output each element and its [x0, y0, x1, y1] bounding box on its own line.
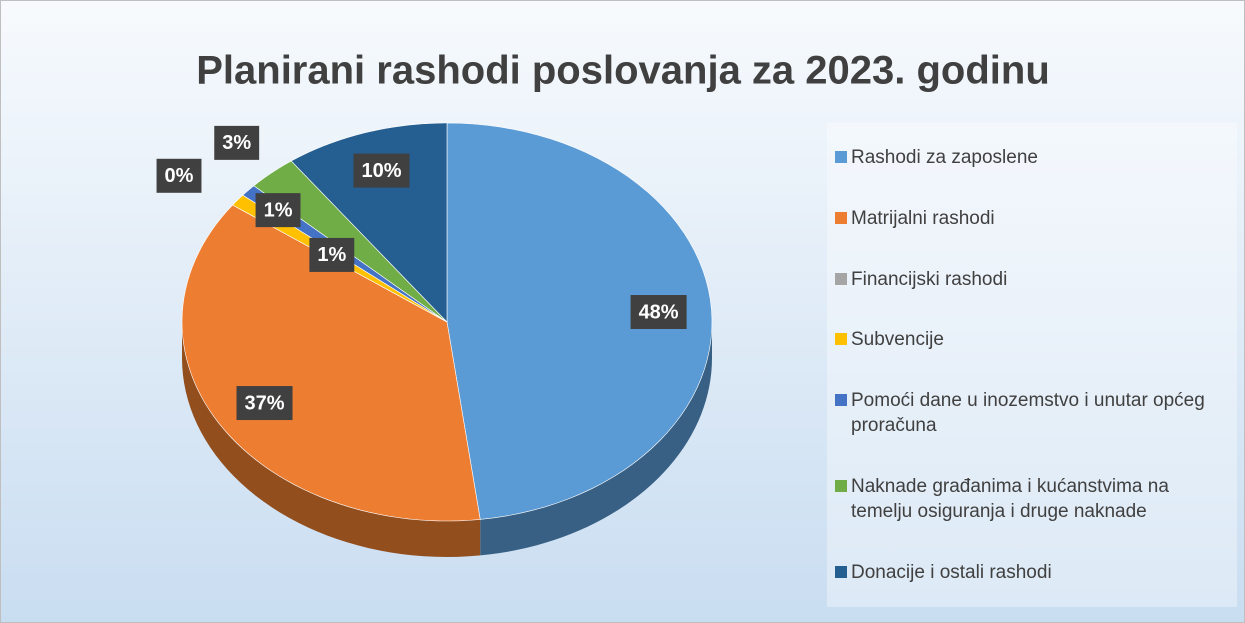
- data-label: 3%: [214, 125, 260, 160]
- slice-side: [182, 322, 481, 557]
- legend-label: Subvencije: [851, 329, 944, 351]
- data-label-text: 0%: [165, 165, 194, 187]
- data-label: 1%: [255, 193, 301, 228]
- slice: [181, 204, 481, 522]
- legend: Rashodi za zaposlene Matrijalni rashodi Fi…: [827, 123, 1237, 607]
- data-label-bg: [353, 153, 410, 188]
- data-label: 10%: [353, 153, 410, 188]
- data-label-text: 1%: [264, 199, 293, 221]
- legend-swatch: [835, 150, 847, 163]
- data-label-bg: [156, 158, 202, 193]
- legend-swatch: [835, 333, 847, 346]
- data-label: 48%: [630, 295, 687, 330]
- legend-item: Donacije i ostali rashodi: [835, 560, 1229, 585]
- data-label-bg: [214, 125, 260, 160]
- data-label-bg: [309, 237, 355, 272]
- chart-title: Planirani rashodi poslovanja za 2023. go…: [196, 49, 1050, 93]
- legend-label: Naknade građanima i kućanstvima na temel…: [851, 476, 1169, 523]
- data-label-text: 3%: [222, 132, 251, 154]
- data-label-bg: [255, 193, 301, 228]
- slice-side: [480, 322, 712, 556]
- legend-swatch: [835, 394, 847, 407]
- legend-label: Rashodi za zaposlene: [851, 146, 1038, 168]
- legend-swatch: [835, 211, 847, 224]
- data-label-bg: [630, 295, 687, 330]
- legend-item: Financijski rashodi: [835, 267, 1229, 292]
- slice: [446, 122, 713, 520]
- legend-item: Pomoći dane u inozemstvo i unutar općeg …: [835, 388, 1229, 438]
- data-label-text: 48%: [639, 301, 679, 323]
- legend-swatch: [835, 565, 847, 578]
- data-label: 1%: [309, 237, 355, 272]
- legend-item: Rashodi za zaposlene: [835, 145, 1229, 170]
- data-label-text: 1%: [317, 244, 346, 266]
- legend-item: Subvencije: [835, 327, 1229, 352]
- data-label-text: 37%: [245, 392, 285, 414]
- legend-label: Matrijalni rashodi: [851, 207, 995, 229]
- legend-swatch: [835, 480, 847, 493]
- data-label-bg: [236, 386, 293, 421]
- legend-label: Pomoći dane u inozemstvo i unutar općeg …: [851, 390, 1205, 437]
- legend-item: Matrijalni rashodi: [835, 206, 1229, 231]
- legend-label: Financijski rashodi: [851, 268, 1008, 290]
- legend-swatch: [835, 272, 847, 285]
- legend-label: Donacije i ostali rashodi: [851, 561, 1052, 583]
- data-label: 37%: [236, 386, 293, 421]
- data-label: 0%: [156, 158, 202, 193]
- data-label-text: 10%: [361, 160, 401, 182]
- legend-item: Naknade građanima i kućanstvima na temel…: [835, 474, 1229, 524]
